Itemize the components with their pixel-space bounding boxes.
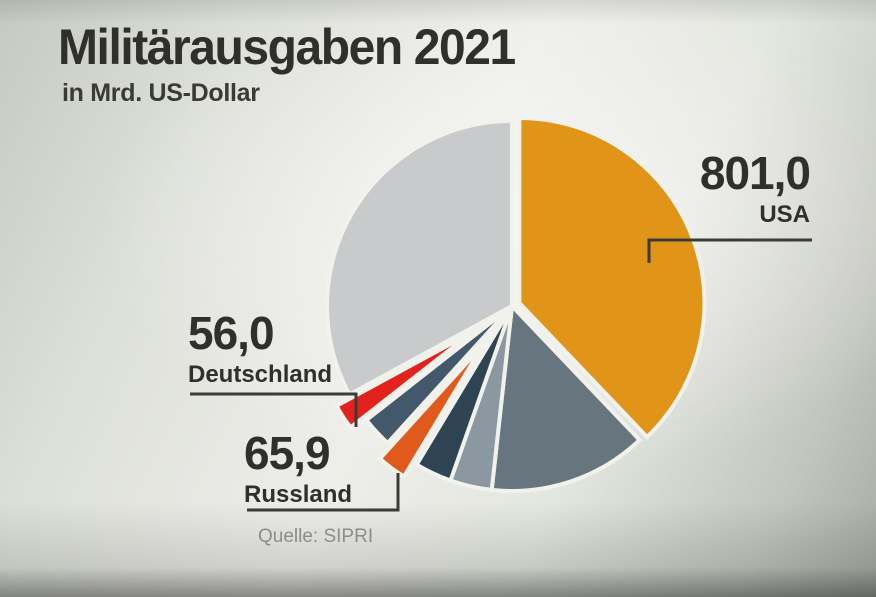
russland-value-label: 65,9 bbox=[244, 427, 331, 479]
pie-slice-unlabeled-8 bbox=[325, 118, 514, 398]
deutschland-value-label: 56,0 bbox=[188, 307, 275, 359]
usa-leader-line bbox=[647, 238, 812, 263]
deutschland-leader-line bbox=[190, 392, 358, 427]
pie-slices bbox=[325, 115, 707, 494]
source-note: Quelle: SIPRI bbox=[258, 526, 374, 547]
chart-title: Militärausgaben 2021 bbox=[58, 19, 516, 75]
pie-slice-deutschland bbox=[333, 330, 474, 431]
pie-slice-unlabeled-4 bbox=[413, 304, 514, 484]
pie-slice-unlabeled-2 bbox=[489, 301, 643, 494]
pie-slice-unlabeled-6 bbox=[363, 304, 514, 446]
callout-usa: 801,0 USA bbox=[699, 147, 811, 228]
pie-slice-russland bbox=[377, 343, 486, 480]
callout-russland: 65,9 Russland bbox=[244, 430, 352, 507]
russland-leader-line bbox=[247, 473, 400, 512]
callout-deutschland: 56,0 Deutschland bbox=[188, 310, 332, 387]
usa-country-label: USA bbox=[759, 201, 810, 228]
pie-slice-usa bbox=[517, 115, 707, 440]
deutschland-country-label: Deutschland bbox=[188, 361, 333, 388]
russland-country-label: Russland bbox=[244, 481, 353, 508]
chart-subtitle: in Mrd. US-Dollar bbox=[62, 79, 260, 107]
usa-value-label: 801,0 bbox=[699, 147, 811, 199]
